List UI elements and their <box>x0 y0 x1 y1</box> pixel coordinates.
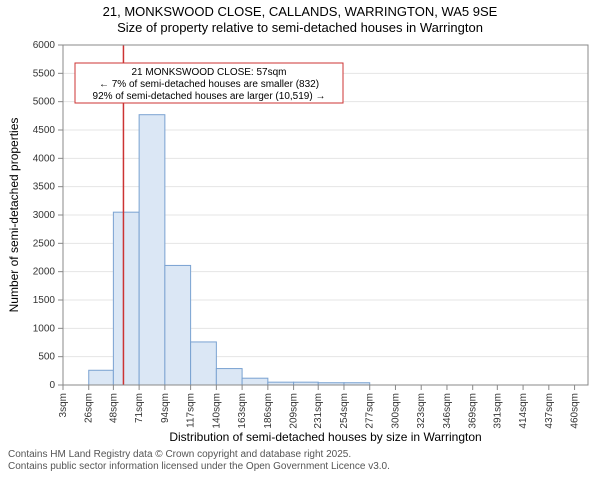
x-tick-label: 163sqm <box>237 393 248 429</box>
x-tick-label: 460sqm <box>570 393 581 429</box>
x-tick-label: 140sqm <box>211 393 222 429</box>
title-line-2: Size of property relative to semi-detach… <box>0 20 600 36</box>
x-tick-label: 346sqm <box>442 393 453 429</box>
x-tick-label: 48sqm <box>108 393 119 423</box>
y-tick-label: 3000 <box>33 210 56 221</box>
histogram-bar <box>216 368 242 384</box>
y-tick-label: 5500 <box>33 68 56 79</box>
histogram-bar <box>165 265 191 385</box>
x-tick-label: 3sqm <box>58 393 69 417</box>
y-tick-label: 4000 <box>33 153 56 164</box>
chart-credits: Contains HM Land Registry data © Crown c… <box>0 447 600 474</box>
x-tick-label: 254sqm <box>339 393 350 429</box>
y-tick-label: 6000 <box>33 40 56 51</box>
histogram-bar <box>139 114 165 384</box>
callout-line: ← 7% of semi-detached houses are smaller… <box>99 79 319 90</box>
x-tick-label: 437sqm <box>544 393 555 429</box>
x-tick-label: 209sqm <box>289 393 300 429</box>
title-line-1: 21, MONKSWOOD CLOSE, CALLANDS, WARRINGTO… <box>0 4 600 20</box>
x-tick-label: 277sqm <box>365 393 376 429</box>
histogram-bar <box>113 212 139 385</box>
x-tick-label: 414sqm <box>518 393 529 429</box>
x-tick-label: 300sqm <box>390 393 401 429</box>
y-tick-label: 3500 <box>33 181 56 192</box>
y-tick-label: 4500 <box>33 125 56 136</box>
x-axis-label: Distribution of semi-detached houses by … <box>169 430 481 444</box>
x-tick-label: 369sqm <box>468 393 479 429</box>
y-tick-label: 500 <box>38 351 55 362</box>
x-tick-label: 71sqm <box>134 393 145 423</box>
credits-line-2: Contains public sector information licen… <box>8 461 600 474</box>
histogram-bar <box>242 378 268 385</box>
y-tick-label: 1000 <box>33 323 56 334</box>
callout-line: 92% of semi-detached houses are larger (… <box>93 91 326 102</box>
x-tick-label: 391sqm <box>492 393 503 429</box>
y-axis-label: Number of semi-detached properties <box>7 117 21 312</box>
callout-line: 21 MONKSWOOD CLOSE: 57sqm <box>131 67 286 78</box>
histogram-chart: 0 500 1000 1500 2000 2500 3000 3500 4000 4500 5000… <box>0 37 600 447</box>
histogram-bar <box>89 370 114 385</box>
histogram-bar <box>191 341 217 384</box>
y-tick-label: 2000 <box>33 266 56 277</box>
credits-line-1: Contains HM Land Registry data © Crown c… <box>8 449 600 462</box>
x-tick-label: 323sqm <box>416 393 427 429</box>
y-tick-label: 2500 <box>33 238 56 249</box>
x-tick-label: 231sqm <box>313 393 324 429</box>
y-tick-label: 0 <box>49 380 55 391</box>
x-tick-label: 26sqm <box>84 393 95 423</box>
x-tick-label: 94sqm <box>160 393 171 423</box>
x-tick-label: 186sqm <box>263 393 274 429</box>
x-tick-label: 117sqm <box>186 393 197 428</box>
chart-title: 21, MONKSWOOD CLOSE, CALLANDS, WARRINGTO… <box>0 0 600 37</box>
y-tick-label: 5000 <box>33 96 56 107</box>
y-tick-label: 1500 <box>33 295 56 306</box>
